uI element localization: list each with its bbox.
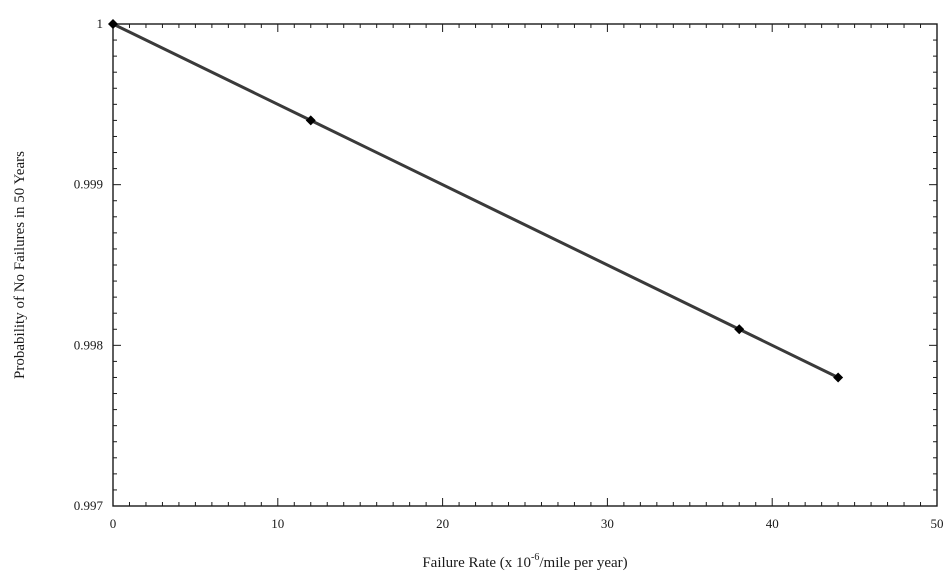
data-point [734,324,745,335]
data-point [833,372,844,383]
y-axis-title: Probability of No Failures in 50 Years [12,151,28,379]
y-tick-label: 0.999 [74,177,103,192]
tick-labels: 0 10 20 30 40 50 0.997 0.998 0.999 1 [74,16,944,531]
ticks [112,23,938,507]
x-tick-label: 30 [601,516,614,531]
x-tick-label: 10 [271,516,284,531]
x-tick-label: 20 [436,516,449,531]
data-point [305,115,316,126]
series [108,19,844,383]
y-tick-label: 1 [97,16,104,31]
x-tick-label: 50 [931,516,944,531]
x-tick-label: 40 [766,516,779,531]
data-point [108,19,118,29]
y-tick-label: 0.998 [74,337,103,352]
x-tick-label: 0 [110,516,117,531]
series-line [112,22,839,379]
plot-frame [112,23,938,507]
y-tick-label: 0.997 [74,498,104,513]
x-axis-title: Failure Rate (x 10-6/mile per year) [422,552,627,571]
